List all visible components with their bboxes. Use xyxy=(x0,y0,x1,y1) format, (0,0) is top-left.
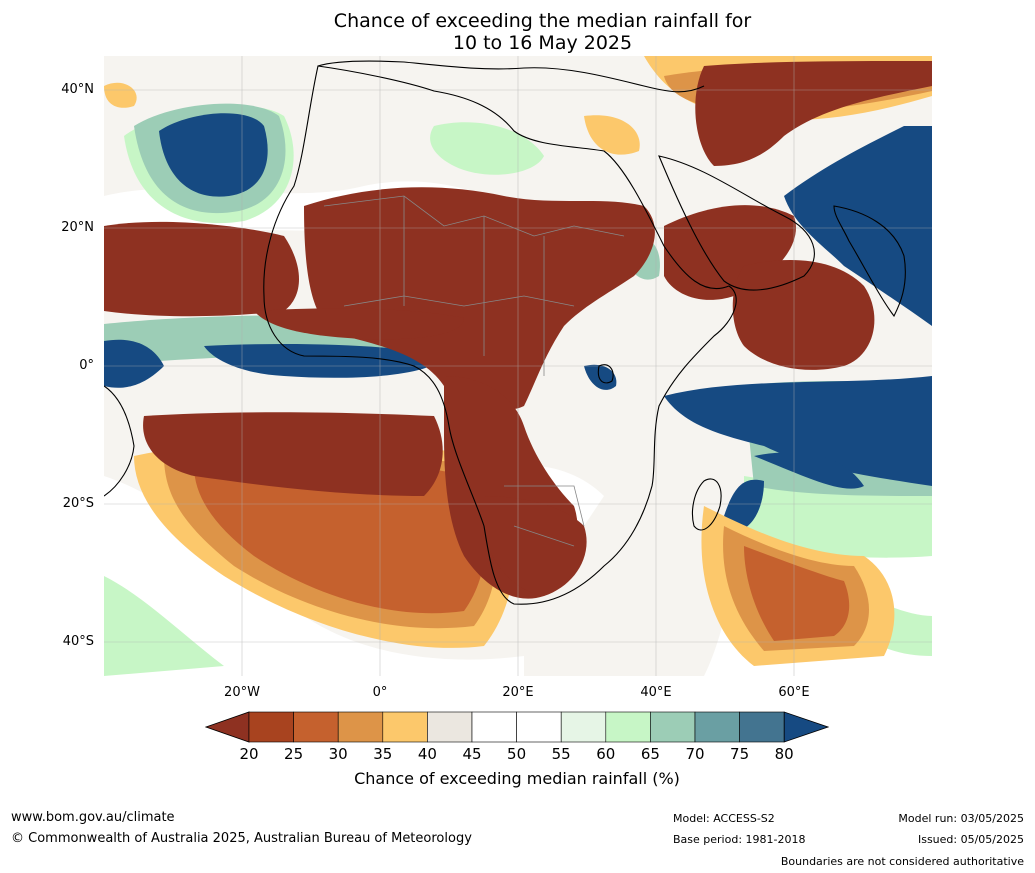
colorbar-segment xyxy=(650,711,696,743)
colorbar-tick-label: 50 xyxy=(507,745,527,763)
colorbar-tick-label: 55 xyxy=(551,745,571,763)
colorbar-segment xyxy=(471,711,517,743)
colorbar-segment xyxy=(427,711,473,743)
graticule xyxy=(104,56,932,676)
colorbar-tick-label: 70 xyxy=(685,745,705,763)
lon-label-20e: 20°E xyxy=(502,685,534,700)
colorbar-tick-label: 80 xyxy=(774,745,794,763)
footer-website: www.bom.gov.au/climate xyxy=(11,810,175,825)
low-chance-regions xyxy=(104,61,932,599)
colorbar-tick-label: 30 xyxy=(328,745,348,763)
colorbar-segment xyxy=(337,711,384,743)
lat-label-20s: 20°S xyxy=(62,496,94,511)
colorbar-tick-label: 60 xyxy=(596,745,616,763)
map-title: Chance of exceeding the median rainfall … xyxy=(0,10,1035,54)
colorbar-segment xyxy=(560,711,607,743)
below-median-dark-orange xyxy=(194,459,850,641)
lat-label-20n: 20°N xyxy=(61,220,94,235)
title-line-1: Chance of exceeding the median rainfall … xyxy=(333,10,752,32)
colorbar-tick-label: 20 xyxy=(239,745,259,763)
colorbar-tick-label: 65 xyxy=(640,745,660,763)
colorbar-segment xyxy=(694,711,740,743)
lon-label-20w: 20°W xyxy=(224,685,260,700)
colorbar-tick-label: 35 xyxy=(373,745,393,763)
lat-label-40n: 40°N xyxy=(61,82,94,97)
footer-issued: Issued: 05/05/2025 xyxy=(917,833,1024,846)
colorbar-segment xyxy=(382,711,428,743)
lat-label-0: 0° xyxy=(79,358,94,373)
colorbar-extend-low xyxy=(205,711,250,743)
colorbar-segment xyxy=(605,711,651,743)
colorbar-segment xyxy=(248,711,294,743)
lon-label-40e: 40°E xyxy=(640,685,672,700)
footer-model-run: Model run: 03/05/2025 xyxy=(898,812,1024,825)
colorbar-segment xyxy=(516,711,562,743)
colorbar-label: Chance of exceeding median rainfall (%) xyxy=(354,769,680,788)
colorbar-tick-label: 45 xyxy=(462,745,482,763)
colorbar-extend-high xyxy=(783,711,829,743)
lon-label-0: 0° xyxy=(372,685,388,700)
high-chance-regions xyxy=(104,113,932,531)
colorbar-segment xyxy=(739,711,785,743)
lon-label-60e: 60°E xyxy=(778,685,810,700)
coastlines xyxy=(104,60,906,605)
colorbar-segment xyxy=(293,711,339,743)
lat-label-40s: 40°S xyxy=(62,634,94,649)
rainfall-map xyxy=(104,56,932,676)
footer-copyright: © Commonwealth of Australia 2025, Austra… xyxy=(11,831,472,846)
footer-model: Model: ACCESS-S2 xyxy=(673,812,775,825)
title-line-2: 10 to 16 May 2025 xyxy=(452,32,633,54)
footer-disclaimer: Boundaries are not considered authoritat… xyxy=(780,855,1024,868)
colorbar-tick-label: 25 xyxy=(284,745,304,763)
colorbar-tick-label: 75 xyxy=(730,745,750,763)
country-borders xyxy=(323,195,625,547)
colorbar-tick-label: 40 xyxy=(417,745,437,763)
colorbar xyxy=(205,711,829,743)
footer-base-period: Base period: 1981-2018 xyxy=(673,833,806,846)
